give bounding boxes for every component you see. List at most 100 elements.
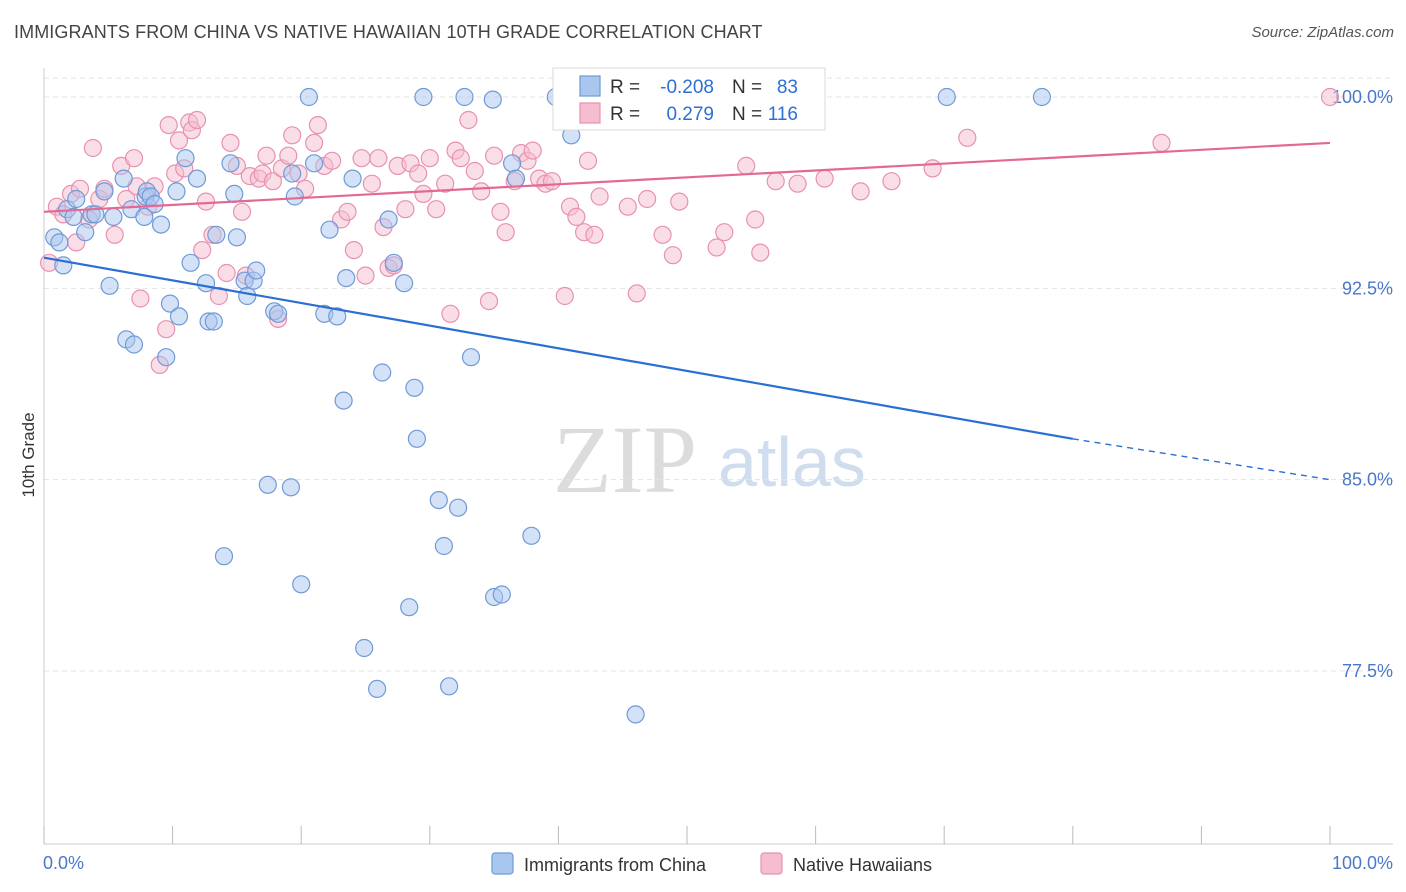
stats-n-value-hawaiian: 116: [768, 104, 798, 125]
data-point-immigrants-from-china: [104, 207, 123, 226]
data-point-immigrants-from-china: [395, 274, 414, 293]
data-point-immigrants-from-china: [483, 90, 502, 109]
data-point-native-hawaiians: [338, 202, 357, 221]
data-point-immigrants-from-china: [502, 154, 522, 173]
data-point-native-hawaiians: [523, 141, 542, 160]
legend-label-china: Immigrants from China: [524, 855, 707, 875]
data-point-native-hawaiians: [159, 115, 178, 135]
y-tick-label: 92.5%: [1342, 278, 1393, 298]
data-point-native-hawaiians: [105, 225, 124, 244]
data-point-immigrants-from-china: [50, 233, 69, 252]
stats-r-label-hawaiian: R =: [610, 104, 640, 125]
data-point-native-hawaiians: [590, 187, 609, 206]
data-point-native-hawaiians: [585, 225, 604, 244]
stats-r-label-china: R =: [610, 77, 640, 98]
data-point-immigrants-from-china: [379, 210, 398, 229]
data-point-immigrants-from-china: [124, 335, 144, 354]
data-point-native-hawaiians: [715, 223, 734, 242]
y-tick-label: 100.0%: [1332, 87, 1393, 107]
trend-lines: [43, 141, 1331, 481]
data-point-immigrants-from-china: [429, 491, 448, 510]
data-point-native-hawaiians: [542, 172, 562, 191]
data-point-immigrants-from-china: [181, 253, 200, 272]
data-point-native-hawaiians: [451, 149, 470, 168]
data-point-immigrants-from-china: [225, 184, 244, 203]
data-point-native-hawaiians: [356, 266, 375, 285]
data-point-native-hawaiians: [193, 241, 212, 260]
data-point-immigrants-from-china: [176, 149, 195, 168]
data-point-native-hawaiians: [1320, 87, 1340, 107]
data-point-immigrants-from-china: [368, 679, 387, 699]
data-point-immigrants-from-china: [492, 585, 511, 604]
data-point-native-hawaiians: [670, 192, 689, 211]
legend-swatch-china: [491, 852, 514, 875]
data-point-immigrants-from-china: [305, 154, 324, 173]
data-point-native-hawaiians: [485, 146, 504, 165]
data-point-native-hawaiians: [815, 169, 834, 188]
y-axis-label: 10th Grade: [19, 412, 38, 497]
data-point-native-hawaiians: [414, 184, 433, 203]
data-point-native-hawaiians: [83, 138, 103, 158]
data-point-native-hawaiians: [232, 202, 252, 221]
data-point-native-hawaiians: [362, 174, 381, 193]
x-tick-label-min: 0.0%: [43, 853, 84, 873]
data-point-immigrants-from-china: [1032, 87, 1052, 107]
data-point-native-hawaiians: [459, 110, 478, 130]
data-point-immigrants-from-china: [95, 182, 114, 201]
data-point-immigrants-from-china: [440, 677, 459, 696]
data-point-native-hawaiians: [958, 128, 977, 147]
data-point-native-hawaiians: [279, 146, 298, 165]
data-point-immigrants-from-china: [204, 312, 223, 331]
data-point-native-hawaiians: [766, 172, 785, 191]
data-point-native-hawaiians: [663, 246, 683, 265]
data-point-immigrants-from-china: [407, 429, 426, 448]
y-tick-label: 77.5%: [1342, 661, 1393, 681]
data-point-native-hawaiians: [169, 131, 189, 150]
data-point-immigrants-from-china: [283, 164, 302, 183]
chart-title: IMMIGRANTS FROM CHINA VS NATIVE HAWAIIAN…: [14, 22, 763, 42]
data-point-immigrants-from-china: [328, 307, 347, 326]
data-point-immigrants-from-china: [135, 207, 154, 226]
data-point-immigrants-from-china: [145, 195, 164, 214]
data-point-native-hawaiians: [788, 174, 807, 193]
data-point-native-hawaiians: [308, 115, 327, 135]
data-point-native-hawaiians: [352, 149, 371, 168]
data-point-native-hawaiians: [187, 110, 207, 130]
data-point-native-hawaiians: [737, 156, 756, 175]
data-point-native-hawaiians: [472, 182, 491, 201]
data-point-immigrants-from-china: [187, 169, 207, 188]
data-point-immigrants-from-china: [247, 261, 266, 280]
data-point-immigrants-from-china: [414, 87, 433, 107]
data-point-immigrants-from-china: [384, 253, 403, 272]
data-point-immigrants-from-china: [506, 169, 526, 188]
chart-source: Source: ZipAtlas.com: [1251, 24, 1394, 41]
data-point-immigrants-from-china: [626, 705, 645, 724]
data-point-immigrants-from-china: [151, 215, 171, 234]
data-point-native-hawaiians: [707, 238, 726, 257]
data-point-immigrants-from-china: [434, 536, 453, 556]
data-point-immigrants-from-china: [167, 182, 186, 201]
data-point-immigrants-from-china: [258, 475, 277, 494]
data-point-immigrants-from-china: [157, 348, 176, 367]
stats-n-label-china: N =: [732, 77, 762, 98]
axes: [43, 68, 1393, 845]
x-tick-label-max: 100.0%: [1332, 853, 1393, 873]
data-point-native-hawaiians: [409, 164, 428, 183]
data-point-native-hawaiians: [323, 151, 342, 170]
data-point-native-hawaiians: [157, 320, 176, 339]
data-point-immigrants-from-china: [455, 87, 474, 107]
data-point-native-hawaiians: [751, 243, 770, 262]
data-point-immigrants-from-china: [76, 223, 95, 242]
data-point-native-hawaiians: [344, 241, 363, 260]
stats-swatch-china: [579, 75, 601, 97]
grid-lines: 77.5% 85.0% 92.5% 100.0%: [44, 77, 1393, 681]
data-point-immigrants-from-china: [522, 526, 541, 545]
series-immigrants-from-china: [45, 87, 1052, 724]
data-point-immigrants-from-china: [67, 189, 86, 209]
data-point-immigrants-from-china: [64, 207, 83, 226]
data-point-native-hawaiians: [618, 197, 637, 216]
data-point-immigrants-from-china: [196, 274, 216, 293]
data-point-immigrants-from-china: [400, 598, 419, 617]
stats-swatch-hawaiian: [579, 102, 601, 124]
